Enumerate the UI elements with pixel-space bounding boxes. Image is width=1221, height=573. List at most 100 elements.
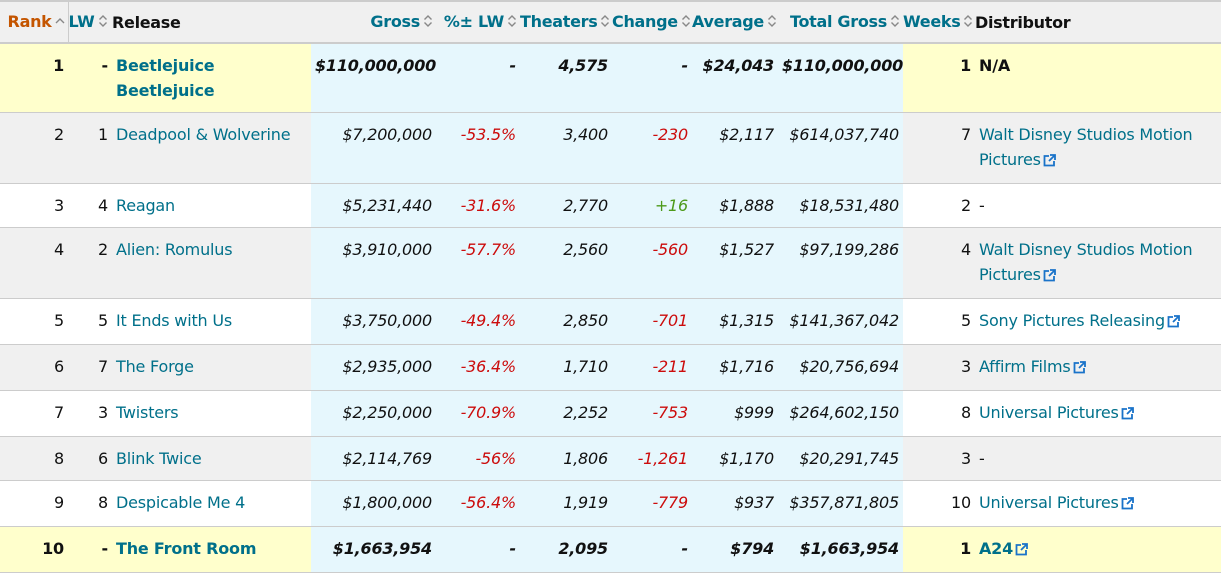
cell-theaters: 2,252 <box>520 390 612 437</box>
release-link[interactable]: Twisters <box>116 403 179 422</box>
column-header-label: Average <box>692 12 764 31</box>
rank-value: 8 <box>54 449 64 468</box>
cell-average: $1,170 <box>692 436 778 481</box>
gross-value: $3,910,000 <box>342 240 432 259</box>
distributor-link[interactable]: Universal Pictures <box>979 493 1119 512</box>
column-header-distributor[interactable]: Distributor <box>975 0 1221 44</box>
cell-change: +16 <box>612 183 692 228</box>
column-header-theaters[interactable]: Theaters <box>520 0 612 44</box>
cell-distributor: N/A <box>975 43 1221 113</box>
sort-icon[interactable] <box>681 13 691 32</box>
distributor-link[interactable]: Walt Disney Studios Motion Pictures <box>979 240 1193 284</box>
cell-gross: $3,750,000 <box>311 298 436 345</box>
column-header-gross[interactable]: Gross <box>311 0 436 44</box>
release-link[interactable]: Despicable Me 4 <box>116 493 246 512</box>
external-link-icon[interactable] <box>1043 149 1056 174</box>
cell-theaters: 2,560 <box>520 227 612 299</box>
cell-lw: 3 <box>68 390 112 437</box>
rank-value: 10 <box>42 539 64 558</box>
external-link-icon[interactable] <box>1043 264 1056 289</box>
release-link[interactable]: Blink Twice <box>116 449 202 468</box>
sort-up-icon[interactable] <box>55 13 65 32</box>
column-header-average[interactable]: Average <box>692 0 778 44</box>
column-header-lw[interactable]: LW <box>68 0 112 44</box>
cell-rank: 2 <box>0 112 68 184</box>
cell-change: -753 <box>612 390 692 437</box>
pct-lw-value: -56% <box>475 449 516 468</box>
lw-value: 3 <box>98 403 108 422</box>
cell-weeks: 2 <box>903 183 975 228</box>
pct-lw-value: -49.4% <box>460 311 517 330</box>
total-gross-value: $357,871,805 <box>789 493 899 512</box>
cell-total-gross: $357,871,805 <box>778 480 903 527</box>
sort-icon[interactable] <box>98 13 108 32</box>
column-header-rank[interactable]: Rank <box>0 0 69 44</box>
release-link[interactable]: Deadpool & Wolverine <box>116 125 291 144</box>
total-gross-value: $18,531,480 <box>799 196 899 215</box>
external-link-icon[interactable] <box>1073 356 1086 381</box>
external-link-icon[interactable] <box>1167 310 1180 335</box>
change-value: -701 <box>652 311 688 330</box>
distributor-value: N/A <box>979 56 1011 75</box>
release-link[interactable]: The Forge <box>116 357 194 376</box>
table-row: 4 2 Alien: Romulus $3,910,000 -57.7% 2,560 -56… <box>0 227 1221 299</box>
average-value: $1,170 <box>719 449 774 468</box>
weeks-value: 3 <box>961 357 971 376</box>
external-link-icon[interactable] <box>1121 492 1134 517</box>
total-gross-value: $110,000,000 <box>782 56 904 75</box>
change-value: -230 <box>652 125 688 144</box>
cell-pct-lw: - <box>436 526 520 573</box>
change-value: -560 <box>652 240 688 259</box>
rank-value: 3 <box>54 196 64 215</box>
cell-theaters: 1,806 <box>520 436 612 481</box>
column-header-weeks[interactable]: Weeks <box>903 0 975 44</box>
table-row: 8 6 Blink Twice $2,114,769 -56% 1,806 -1,261 $1… <box>0 436 1221 481</box>
external-link-icon[interactable] <box>1121 402 1134 427</box>
column-header-release[interactable]: Release <box>112 0 311 44</box>
release-link[interactable]: It Ends with Us <box>116 311 232 330</box>
theaters-value: 1,919 <box>563 493 608 512</box>
release-link[interactable]: Alien: Romulus <box>116 240 233 259</box>
cell-distributor: Walt Disney Studios Motion Pictures <box>975 227 1221 299</box>
distributor-value: - <box>979 449 985 468</box>
lw-value: 7 <box>98 357 108 376</box>
column-header-pct-lw[interactable]: %± LW <box>436 0 520 44</box>
cell-release: The Front Room <box>112 526 311 573</box>
sort-icon[interactable] <box>600 13 610 32</box>
weeks-value: 1 <box>960 539 971 558</box>
cell-distributor: Affirm Films <box>975 344 1221 391</box>
pct-lw-value: -56.4% <box>460 493 517 512</box>
sort-icon[interactable] <box>507 13 517 32</box>
release-link[interactable]: Beetlejuice Beetlejuice <box>116 56 215 100</box>
total-gross-value: $264,602,150 <box>789 403 899 422</box>
distributor-link[interactable]: Walt Disney Studios Motion Pictures <box>979 125 1193 169</box>
change-value: - <box>681 56 689 75</box>
sort-icon[interactable] <box>423 13 433 32</box>
cell-distributor: Sony Pictures Releasing <box>975 298 1221 345</box>
distributor-link[interactable]: A24 <box>979 539 1014 558</box>
sort-icon[interactable] <box>963 13 973 32</box>
column-header-change[interactable]: Change <box>612 0 692 44</box>
cell-release: Alien: Romulus <box>112 227 311 299</box>
release-link[interactable]: Reagan <box>116 196 175 215</box>
total-gross-value: $20,291,745 <box>799 449 899 468</box>
sort-icon[interactable] <box>767 13 777 32</box>
distributor-link[interactable]: Sony Pictures Releasing <box>979 311 1165 330</box>
cell-change: -211 <box>612 344 692 391</box>
total-gross-value: $1,663,954 <box>799 539 899 558</box>
gross-value: $1,663,954 <box>332 539 432 558</box>
sort-icon[interactable] <box>890 13 900 32</box>
distributor-link[interactable]: Affirm Films <box>979 357 1071 376</box>
external-link-icon[interactable] <box>1015 538 1028 563</box>
lw-value: 2 <box>98 240 108 259</box>
column-header-total-gross[interactable]: Total Gross <box>778 0 903 44</box>
release-link[interactable]: The Front Room <box>116 539 257 558</box>
pct-lw-value: -31.6% <box>460 196 517 215</box>
rank-value: 2 <box>54 125 64 144</box>
cell-total-gross: $264,602,150 <box>778 390 903 437</box>
distributor-link[interactable]: Universal Pictures <box>979 403 1119 422</box>
cell-distributor: - <box>975 436 1221 481</box>
cell-average: $1,315 <box>692 298 778 345</box>
pct-lw-value: - <box>509 539 517 558</box>
